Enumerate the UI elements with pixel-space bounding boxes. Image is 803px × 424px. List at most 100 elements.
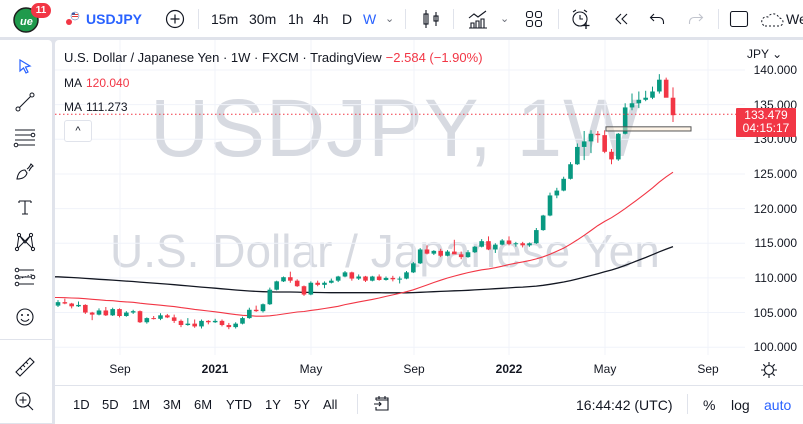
range-5d[interactable]: 5D bbox=[102, 397, 119, 412]
candle bbox=[247, 307, 252, 319]
fullscreen-button[interactable] bbox=[729, 0, 749, 37]
layout-button[interactable] bbox=[525, 0, 543, 37]
ma-legend-fast[interactable]: MA 120.040 bbox=[64, 76, 129, 90]
trend-line-tool[interactable] bbox=[10, 87, 40, 117]
save-cloud-button[interactable]: We bbox=[760, 0, 803, 37]
currency-selector[interactable]: JPY ⌄ bbox=[747, 47, 783, 61]
candle bbox=[55, 300, 61, 308]
candle bbox=[240, 316, 245, 325]
range-all[interactable]: All bbox=[323, 397, 338, 412]
candles-icon bbox=[423, 9, 439, 28]
redo-button[interactable] bbox=[687, 0, 705, 37]
candle bbox=[308, 281, 314, 296]
indicators-icon bbox=[468, 10, 487, 29]
candle bbox=[527, 242, 532, 247]
candle bbox=[199, 319, 204, 329]
candle bbox=[124, 311, 129, 317]
current-price-tag: 133.479 04:15:17 bbox=[736, 108, 796, 137]
range-6m[interactable]: 6M bbox=[194, 397, 213, 412]
chart-settings-button[interactable] bbox=[760, 361, 778, 384]
candle bbox=[643, 90, 648, 102]
candle bbox=[212, 318, 218, 323]
indicators-dropdown-chevron-icon[interactable]: ⌄ bbox=[500, 13, 510, 25]
range-1y[interactable]: 1Y bbox=[265, 397, 281, 412]
chart-legend-title[interactable]: U.S. Dollar / Japanese Yen · 1W · FXCM ·… bbox=[64, 50, 483, 65]
candlestick-chart[interactable] bbox=[55, 40, 745, 360]
toolbar-divider bbox=[558, 9, 559, 29]
candle bbox=[158, 313, 163, 321]
range-ytd[interactable]: YTD bbox=[226, 397, 252, 412]
candle bbox=[445, 250, 450, 257]
candle bbox=[616, 133, 621, 161]
candle bbox=[376, 274, 382, 281]
candle bbox=[657, 74, 662, 94]
goto-date-button[interactable] bbox=[373, 394, 391, 417]
candle bbox=[629, 93, 635, 111]
settings-sun-icon bbox=[761, 362, 777, 378]
horizontal-lines-icon bbox=[13, 129, 36, 148]
interval-1h[interactable]: 1h bbox=[288, 10, 304, 27]
zoom-in-tool[interactable] bbox=[10, 387, 40, 417]
candle bbox=[233, 322, 238, 329]
candle bbox=[192, 319, 197, 328]
range-3m[interactable]: 3M bbox=[163, 397, 182, 412]
us-jp-flag-icon bbox=[66, 11, 80, 25]
undo-button[interactable] bbox=[648, 0, 666, 37]
bottom-divider bbox=[687, 394, 688, 414]
symbol-search-button[interactable]: USDJPY bbox=[64, 0, 142, 37]
fib-tool[interactable] bbox=[10, 122, 40, 152]
interval-d[interactable]: D bbox=[342, 10, 353, 27]
chart-type-button[interactable] bbox=[421, 0, 441, 37]
interval-4h[interactable]: 4h bbox=[313, 10, 329, 27]
emoji-tool[interactable] bbox=[10, 302, 40, 332]
measure-tool[interactable] bbox=[10, 352, 40, 382]
replay-button[interactable] bbox=[612, 0, 630, 37]
trend-line-icon bbox=[15, 92, 35, 112]
add-symbol-button[interactable] bbox=[165, 0, 185, 37]
range-1d[interactable]: 1D bbox=[73, 397, 90, 412]
cursor-tool[interactable] bbox=[10, 52, 40, 82]
candle bbox=[178, 319, 184, 328]
brush-tool[interactable] bbox=[10, 157, 40, 187]
clock-timezone[interactable]: 16:44:42 (UTC) bbox=[576, 397, 673, 413]
candle bbox=[301, 285, 307, 296]
toolbar-divider bbox=[718, 9, 719, 29]
interval-dropdown-chevron-icon[interactable]: ⌄ bbox=[385, 13, 395, 25]
range-1m[interactable]: 1M bbox=[132, 397, 151, 412]
prediction-tool[interactable] bbox=[10, 262, 40, 292]
candle bbox=[547, 192, 553, 217]
candle bbox=[322, 281, 327, 289]
candle bbox=[404, 270, 409, 280]
interval-30m[interactable]: 30m bbox=[249, 10, 277, 27]
ma-label: MA bbox=[64, 76, 82, 90]
percent-toggle[interactable]: % bbox=[703, 397, 716, 413]
pattern-icon bbox=[14, 232, 36, 252]
range-5y[interactable]: 5Y bbox=[294, 397, 310, 412]
candle bbox=[417, 248, 423, 265]
ma-slow-line bbox=[55, 245, 674, 294]
candle bbox=[219, 319, 225, 327]
interval-15m[interactable]: 15m bbox=[211, 10, 239, 27]
candle bbox=[493, 243, 498, 253]
candle bbox=[62, 298, 68, 305]
legend-collapse-button[interactable]: ^ bbox=[64, 120, 92, 142]
pattern-tool[interactable] bbox=[10, 227, 40, 257]
support-zone-drawing[interactable] bbox=[605, 126, 692, 132]
toolbar-divider bbox=[405, 9, 406, 29]
interval-w[interactable]: W bbox=[363, 10, 377, 27]
alert-button[interactable] bbox=[570, 0, 592, 37]
candle bbox=[588, 130, 594, 154]
indicators-button[interactable] bbox=[467, 0, 489, 37]
candle bbox=[206, 320, 211, 325]
candle bbox=[499, 239, 505, 246]
price-axis-label: 140.000 bbox=[753, 63, 797, 77]
candle bbox=[315, 280, 320, 287]
chart-pane[interactable] bbox=[55, 40, 803, 423]
ma-legend-slow[interactable]: MA 111.273 bbox=[64, 100, 128, 114]
text-tool[interactable] bbox=[10, 192, 40, 222]
auto-scale-toggle[interactable]: auto bbox=[764, 397, 792, 413]
candle bbox=[383, 276, 389, 281]
candle bbox=[185, 318, 191, 326]
log-toggle[interactable]: log bbox=[731, 397, 750, 413]
plus-circle-icon bbox=[165, 9, 185, 28]
